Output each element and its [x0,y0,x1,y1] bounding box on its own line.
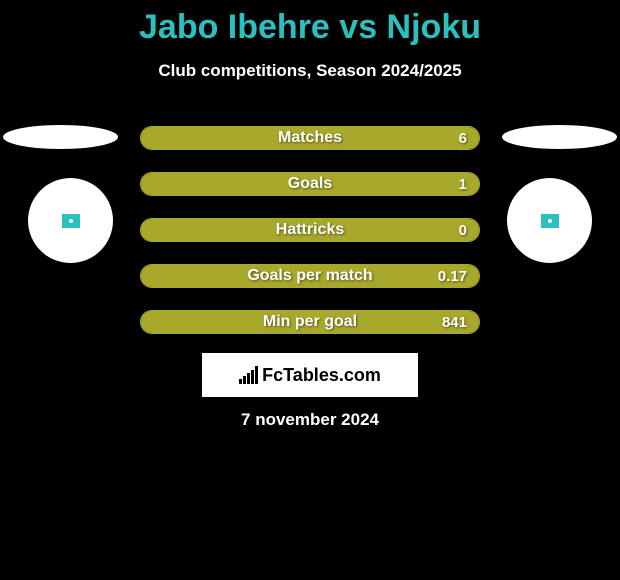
stat-label: Matches [278,129,342,147]
page-title: Jabo Ibehre vs Njoku [0,0,620,47]
stat-row: Hattricks 0 [140,218,480,242]
player-left-ellipse [3,125,118,149]
stat-value: 841 [442,314,467,331]
date-label: 7 november 2024 [0,410,620,430]
subtitle: Club competitions, Season 2024/2025 [0,61,620,81]
stat-value: 6 [459,130,467,147]
stat-label: Hattricks [276,221,344,239]
stats-bars: Matches 6 Goals 1 Hattricks 0 Goals per … [140,126,480,356]
player-right-ellipse [502,125,617,149]
stat-label: Goals per match [247,267,372,285]
stat-row: Goals 1 [140,172,480,196]
player-left-badge-circle [28,178,113,263]
logo-label: FcTables.com [262,365,381,386]
player-right-badge-circle [507,178,592,263]
stat-value: 1 [459,176,467,193]
stat-row: Min per goal 841 [140,310,480,334]
fctables-logo: FcTables.com [202,353,418,397]
fctables-logo-text: FcTables.com [239,365,381,386]
stat-row: Goals per match 0.17 [140,264,480,288]
stat-label: Goals [288,175,332,193]
bar-chart-icon [239,366,258,384]
placeholder-badge-icon [62,214,80,228]
stat-value: 0.17 [438,268,467,285]
placeholder-badge-icon [541,214,559,228]
stat-value: 0 [459,222,467,239]
stat-label: Min per goal [263,313,357,331]
stat-row: Matches 6 [140,126,480,150]
